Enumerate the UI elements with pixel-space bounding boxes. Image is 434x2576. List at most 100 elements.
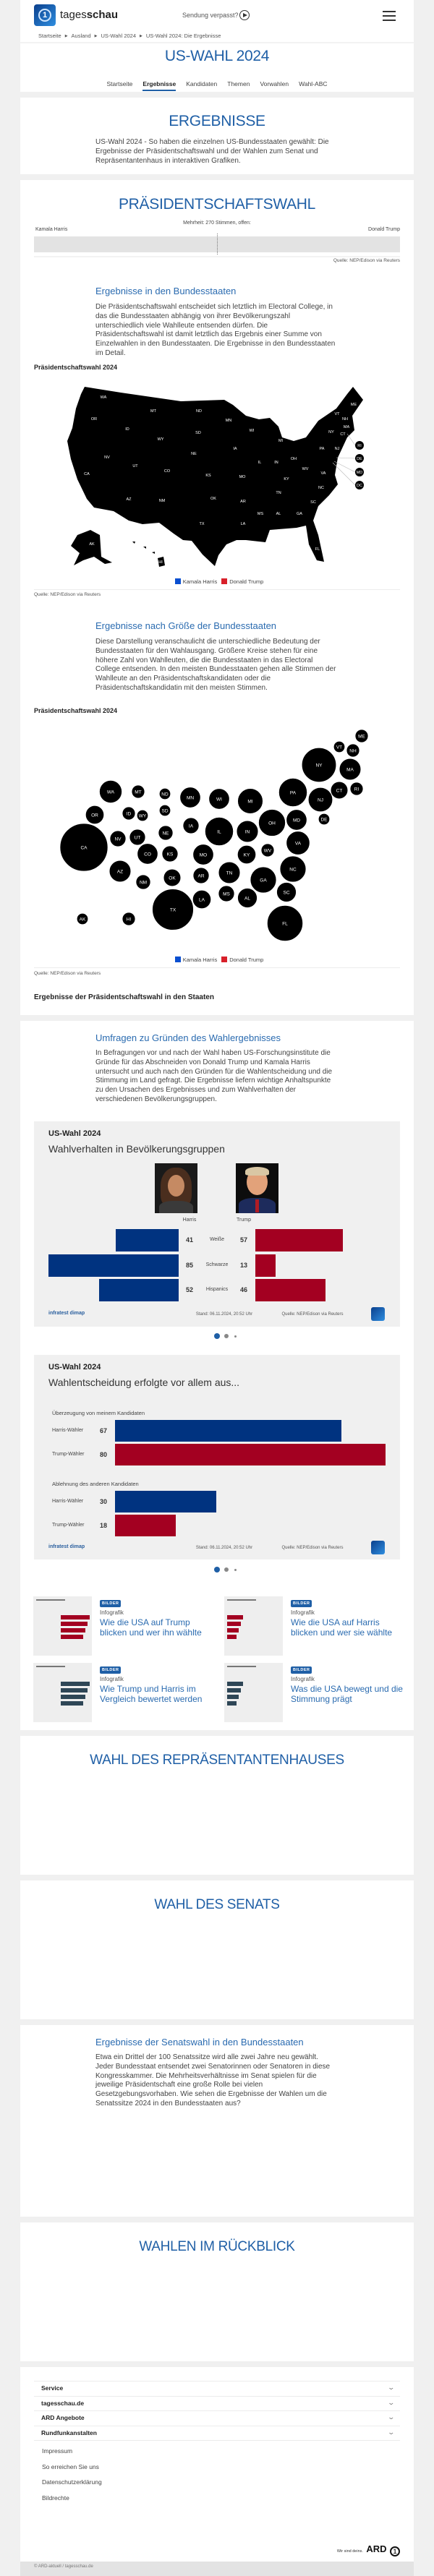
state-label[interactable]: WY (158, 437, 164, 442)
teaser-thumbnail[interactable] (224, 1663, 283, 1722)
teaser-thumbnail[interactable] (224, 1596, 283, 1656)
state-bubble-me[interactable] (354, 729, 369, 743)
state-label[interactable]: HI (158, 560, 163, 565)
state-label[interactable]: KS (205, 474, 211, 478)
state-label[interactable]: OH (291, 457, 297, 461)
state-bubble-nd[interactable] (158, 787, 171, 800)
breadcrumb-item[interactable]: Startseite (38, 33, 61, 39)
state-label[interactable]: ME (351, 403, 357, 407)
state-bubble-mi[interactable] (237, 788, 263, 814)
state-bubble-la[interactable] (192, 889, 212, 910)
state-label[interactable]: SC (310, 500, 316, 505)
state-bubble-ri[interactable] (349, 782, 364, 796)
state-bubble-ar[interactable] (192, 867, 210, 884)
state-bubble-wy[interactable] (136, 809, 149, 822)
topic-nav-item[interactable]: Wahl-ABC (299, 80, 328, 87)
state-bubble-ma[interactable] (339, 758, 362, 781)
footer-link[interactable]: So erreichen Sie uns (42, 2462, 99, 2470)
state-label[interactable]: DC (357, 484, 362, 488)
state-bubble-al[interactable] (237, 888, 258, 908)
state-bubble-map[interactable]: AL AK AZ AR CA CO CT DE FL GA HI ID IL IN IA KS KY LA ME MD… (29, 716, 405, 947)
state-label[interactable]: OK (210, 497, 216, 501)
state-label[interactable]: CA (84, 472, 90, 476)
state-label[interactable]: LA (241, 522, 246, 526)
footer-link[interactable]: Bildrechte (42, 2494, 69, 2502)
state-bubble-oh[interactable] (258, 809, 286, 836)
state-bubble-il[interactable] (204, 816, 234, 847)
state-label[interactable]: AR (240, 500, 246, 504)
footer-accordion-item[interactable]: Service ⌄ (34, 2382, 400, 2397)
state-label[interactable]: MT (150, 409, 157, 414)
state-label[interactable]: TX (199, 522, 204, 526)
us-state-map[interactable]: WA OR CA NV ID MT WY UT AZ CO NM ND SD NE KS OK TX MN IA MO… (29, 376, 405, 575)
carousel-dot[interactable] (234, 1335, 237, 1338)
state-bubble-ak[interactable] (76, 912, 89, 925)
state-bubble-fl[interactable] (266, 904, 304, 942)
state-bubble-mn[interactable] (179, 787, 201, 808)
state-bubble-ok[interactable] (163, 868, 182, 887)
footer-accordion-item[interactable]: tagesschau.de ⌄ (34, 2397, 400, 2411)
state-label[interactable]: RI (357, 444, 362, 448)
state-label[interactable]: ND (196, 409, 202, 414)
state-bubble-id[interactable] (122, 806, 136, 821)
state-bubble-ut[interactable] (129, 829, 146, 846)
breadcrumb-item[interactable]: Ausland (71, 33, 91, 39)
teaser-title[interactable]: Wie die USA auf Trump blicken und wer ih… (100, 1617, 202, 1638)
state-bubble-wa[interactable] (99, 780, 122, 803)
state-bubble-ny[interactable] (301, 747, 337, 783)
state-bubble-de[interactable] (318, 813, 331, 826)
state-label[interactable]: CT (340, 432, 346, 437)
state-bubble-tx[interactable] (152, 889, 194, 930)
state-label[interactable]: IN (274, 461, 278, 465)
topic-nav-item[interactable]: Vorwahlen (260, 80, 289, 87)
state-label[interactable]: WA (101, 395, 107, 400)
state-label[interactable]: MN (226, 419, 232, 423)
state-label[interactable]: SD (195, 431, 201, 435)
state-label[interactable]: NJ (335, 447, 340, 451)
state-label[interactable]: IA (233, 447, 237, 451)
breadcrumb-item[interactable]: US-Wahl 2024: Die Ergebnisse (145, 33, 221, 39)
state-bubble-sd[interactable] (158, 804, 171, 817)
state-label[interactable]: PA (320, 447, 325, 451)
state-bubble-ia[interactable] (182, 817, 200, 834)
state-bubble-ca[interactable] (59, 823, 109, 872)
teaser-thumbnail[interactable] (33, 1663, 92, 1722)
state-bubble-md[interactable] (286, 809, 307, 831)
state-label[interactable]: GA (297, 512, 302, 516)
state-label[interactable]: VT (334, 412, 340, 416)
state-label[interactable]: MS (258, 512, 264, 516)
state-bubble-ky[interactable] (237, 844, 257, 865)
state-bubble-ne[interactable] (158, 825, 174, 841)
state-bubble-nv[interactable] (109, 830, 127, 847)
state-bubble-ms[interactable] (218, 885, 235, 902)
state-bubble-co[interactable] (137, 843, 158, 865)
state-ri-marker[interactable] (355, 441, 364, 450)
state-bubble-ga[interactable] (250, 866, 277, 894)
site-logo-text[interactable]: tagesschau (60, 9, 118, 21)
topic-nav-item[interactable]: Themen (227, 80, 250, 87)
state-bubble-nh[interactable] (346, 743, 360, 758)
teaser-title[interactable]: Wie Trump und Harris im Vergleich bewert… (100, 1684, 203, 1704)
state-bubble-nm[interactable] (135, 874, 151, 890)
teaser-title[interactable]: Wie die USA auf Harris blicken und wer s… (291, 1617, 393, 1638)
state-bubble-az[interactable] (109, 860, 132, 883)
footer-link[interactable]: Impressum (42, 2447, 73, 2455)
carousel-dot[interactable] (234, 1569, 237, 1571)
state-label[interactable]: MA (344, 425, 350, 429)
carousel-dot[interactable] (224, 1567, 229, 1572)
state-bubble-nc[interactable] (279, 855, 307, 883)
state-label[interactable]: VA (321, 471, 326, 476)
state-bubble-or[interactable] (85, 805, 105, 825)
state-label[interactable]: CO (164, 469, 171, 474)
state-label[interactable]: NY (328, 430, 334, 435)
footer-accordion-item[interactable]: Rundfunkanstalten ⌄ (34, 2426, 400, 2441)
footer-link[interactable]: Datenschutzerklärung (42, 2478, 102, 2486)
teaser-title[interactable]: Was die USA bewegt und die Stimmung präg… (291, 1684, 403, 1704)
state-label[interactable]: NE (191, 452, 197, 456)
state-label[interactable]: WV (302, 467, 309, 471)
state-label[interactable]: AK (89, 542, 95, 547)
state-bubble-sc[interactable] (276, 882, 297, 902)
carousel-dot[interactable] (224, 1334, 229, 1338)
state-label[interactable]: OR (91, 417, 97, 422)
state-md-marker[interactable] (355, 468, 364, 476)
